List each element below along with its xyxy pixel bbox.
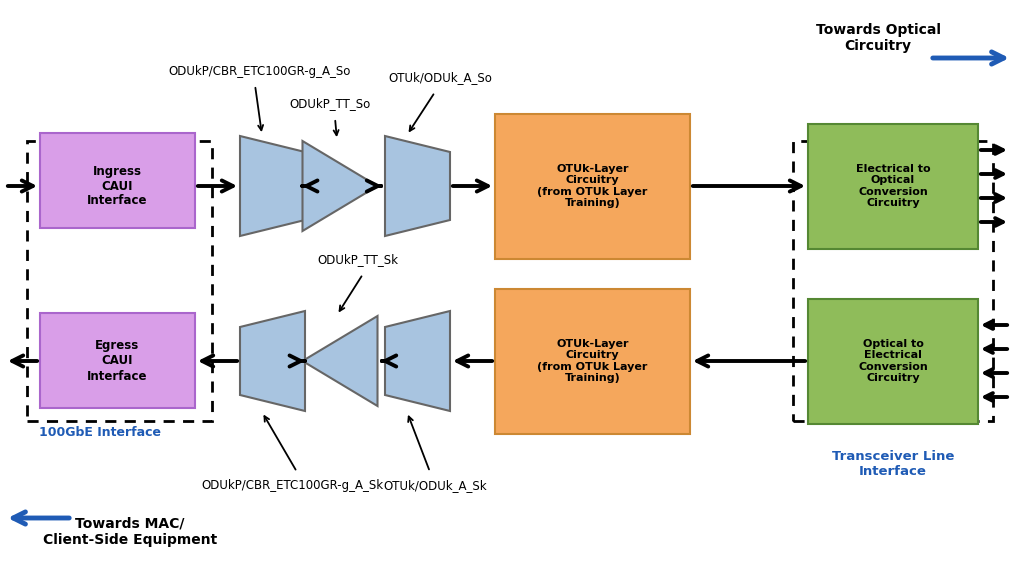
Text: ODUkP/CBR_ETC100GR-g_A_So: ODUkP/CBR_ETC100GR-g_A_So [169, 65, 351, 78]
Polygon shape [385, 136, 450, 236]
Bar [808, 298, 978, 423]
Text: Electrical to
Optical
Conversion
Circuitry: Electrical to Optical Conversion Circuit… [856, 164, 931, 209]
Polygon shape [240, 311, 305, 411]
Bar [495, 113, 690, 259]
Text: Ingress
CAUI
Interface: Ingress CAUI Interface [87, 165, 147, 207]
Polygon shape [302, 316, 378, 406]
Text: ODUkP_TT_So: ODUkP_TT_So [290, 97, 371, 111]
Polygon shape [385, 311, 450, 411]
Text: ODUkP/CBR_ETC100GR-g_A_Sk: ODUkP/CBR_ETC100GR-g_A_Sk [201, 479, 383, 492]
Text: Towards Optical
Circuitry: Towards Optical Circuitry [815, 23, 940, 53]
Polygon shape [302, 141, 378, 231]
Bar [27, 141, 212, 421]
Bar [793, 141, 993, 421]
Bar [808, 123, 978, 248]
Text: ODUkP_TT_Sk: ODUkP_TT_Sk [317, 253, 398, 267]
Bar [495, 289, 690, 434]
Polygon shape [240, 136, 305, 236]
Text: OTUk/ODUk_A_Sk: OTUk/ODUk_A_Sk [383, 479, 486, 492]
Text: 100GbE Interface: 100GbE Interface [39, 426, 161, 439]
Bar [40, 133, 195, 228]
Text: Towards MAC/
Client-Side Equipment: Towards MAC/ Client-Side Equipment [43, 517, 217, 547]
Bar [40, 313, 195, 408]
Text: OTUk/ODUk_A_So: OTUk/ODUk_A_So [388, 71, 492, 85]
Text: OTUk-Layer
Circuitry
(from OTUk Layer
Training): OTUk-Layer Circuitry (from OTUk Layer Tr… [538, 339, 648, 384]
Text: Transceiver Line
Interface: Transceiver Line Interface [831, 450, 954, 478]
Text: OTUk-Layer
Circuitry
(from OTUk Layer
Training): OTUk-Layer Circuitry (from OTUk Layer Tr… [538, 164, 648, 209]
Text: Optical to
Electrical
Conversion
Circuitry: Optical to Electrical Conversion Circuit… [858, 339, 928, 384]
Text: Egress
CAUI
Interface: Egress CAUI Interface [87, 339, 147, 382]
